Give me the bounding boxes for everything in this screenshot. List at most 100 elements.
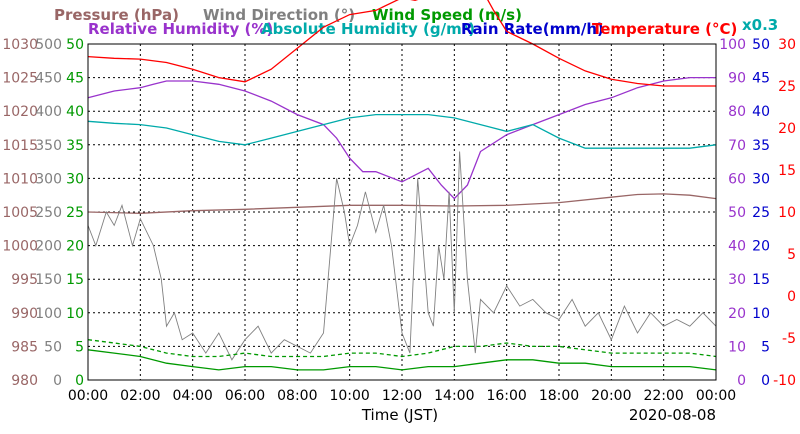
- humidity-tick: 70: [728, 138, 746, 154]
- legend-temperature: Temperature (°C): [592, 20, 737, 38]
- x-axis-label: Time (JST): [361, 406, 438, 424]
- axis-ticks: 1030102510201015101010051000995990985980…: [2, 37, 796, 389]
- legend: Pressure (hPa) Wind Direction (°) Wind S…: [54, 6, 778, 38]
- wind-speed-tick: 20: [66, 239, 84, 255]
- series-wind-speed: [87, 349, 717, 371]
- temperature-tick: 0: [787, 289, 796, 305]
- humidity-tick: 30: [728, 272, 746, 288]
- rain-tick: 15: [752, 272, 770, 288]
- rain-tick: 40: [752, 104, 770, 120]
- legend-rain-rate: Rain Rate(mm/h): [461, 20, 604, 38]
- pressure-tick: 990: [11, 306, 38, 322]
- x-tick-label: 10:00: [329, 388, 369, 404]
- legend-pressure: Pressure (hPa): [54, 6, 179, 24]
- humidity-tick: 90: [728, 71, 746, 87]
- series-absolute-humidity: [87, 113, 717, 149]
- legend-relative-humidity: Relative Humidity (%): [88, 20, 273, 38]
- humidity-tick: 80: [728, 104, 746, 120]
- series-relative-humidity: [87, 76, 716, 200]
- x-tick-label: 20:00: [591, 388, 631, 404]
- temperature-tick: 20: [778, 121, 796, 137]
- x-tick-label: 16:00: [486, 388, 526, 404]
- series-wind-direction: [87, 151, 717, 361]
- pressure-tick: 1005: [2, 205, 38, 221]
- wind-direction-tick: 0: [53, 373, 62, 389]
- x-tick-label: 14:00: [434, 388, 474, 404]
- temperature-tick: 10: [778, 205, 796, 221]
- wind-direction-tick: 350: [35, 138, 62, 154]
- rain-tick: 45: [752, 71, 770, 87]
- wind-speed-tick: 5: [75, 339, 84, 355]
- wind-speed-tick: 40: [66, 104, 84, 120]
- pressure-tick: 1030: [2, 37, 38, 53]
- wind-speed-tick: 35: [66, 138, 84, 154]
- x-tick-label: 04:00: [172, 388, 212, 404]
- temperature-tick: 15: [778, 163, 796, 179]
- wind-direction-tick: 50: [44, 339, 62, 355]
- wind-direction-tick: 400: [35, 104, 62, 120]
- rain-tick: 5: [761, 339, 770, 355]
- pressure-tick: 995: [11, 272, 38, 288]
- wind-speed-tick: 0: [75, 373, 84, 389]
- wind-speed-tick: 25: [66, 205, 84, 221]
- wind-speed-tick: 45: [66, 71, 84, 87]
- wind-direction-tick: 300: [35, 171, 62, 187]
- series-pressure: [87, 193, 717, 214]
- temperature-tick: -10: [773, 373, 796, 389]
- rain-scale-note: x0.3: [742, 16, 778, 34]
- x-tick-label: 18:00: [539, 388, 579, 404]
- wind-direction-tick: 150: [35, 272, 62, 288]
- pressure-tick: 985: [11, 339, 38, 355]
- rain-tick: 50: [752, 37, 770, 53]
- x-tick-label: 00:00: [696, 388, 736, 404]
- legend-wind-speed: Wind Speed (m/s): [372, 6, 522, 24]
- pressure-tick: 1000: [2, 239, 38, 255]
- pressure-tick: 1010: [2, 171, 38, 187]
- legend-absolute-humidity: Absolute Humidity (g/m³): [261, 20, 475, 38]
- wind-speed-tick: 30: [66, 171, 84, 187]
- series-layer: [87, 0, 717, 371]
- x-tick-label: 02:00: [120, 388, 160, 404]
- temperature-tick: 30: [778, 37, 796, 53]
- humidity-tick: 50: [728, 205, 746, 221]
- x-tick-label: 12:00: [382, 388, 422, 404]
- rain-tick: 10: [752, 306, 770, 322]
- pressure-tick: 1015: [2, 138, 38, 154]
- wind-direction-tick: 500: [35, 37, 62, 53]
- humidity-tick: 100: [719, 37, 746, 53]
- x-tick-label: 22:00: [643, 388, 683, 404]
- rain-tick: 25: [752, 205, 770, 221]
- pressure-tick: 1020: [2, 104, 38, 120]
- wind-direction-tick: 250: [35, 205, 62, 221]
- plot-frame: [87, 43, 717, 381]
- x-tick-label: 08:00: [277, 388, 317, 404]
- pressure-tick: 1025: [2, 71, 38, 87]
- temperature-tick: 25: [778, 79, 796, 95]
- wind-speed-tick: 15: [66, 272, 84, 288]
- chart-date: 2020-08-08: [629, 406, 716, 424]
- wind-speed-tick: 50: [66, 37, 84, 53]
- wind-speed-tick: 10: [66, 306, 84, 322]
- x-tick-label: 06:00: [225, 388, 265, 404]
- rain-tick: 30: [752, 171, 770, 187]
- rain-tick: 0: [761, 373, 770, 389]
- humidity-tick: 10: [728, 339, 746, 355]
- x-tick-label: 00:00: [68, 388, 108, 404]
- grid: [88, 44, 716, 380]
- series-temperature: [87, 0, 716, 87]
- humidity-tick: 20: [728, 306, 746, 322]
- wind-direction-tick: 200: [35, 239, 62, 255]
- rain-tick: 35: [752, 138, 770, 154]
- x-tick-labels: 00:00 02:00 04:00 06:00 08:00 10:00 12:00 14:00…: [68, 388, 736, 404]
- legend-wind-direction: Wind Direction (°): [203, 6, 355, 24]
- humidity-tick: 40: [728, 239, 746, 255]
- rain-tick: 20: [752, 239, 770, 255]
- temperature-tick: 5: [787, 247, 796, 263]
- wind-direction-tick: 100: [35, 306, 62, 322]
- pressure-tick: 980: [11, 373, 38, 389]
- series-wind-speed-gust: [87, 339, 717, 358]
- humidity-tick: 60: [728, 171, 746, 187]
- temperature-tick: -5: [782, 331, 796, 347]
